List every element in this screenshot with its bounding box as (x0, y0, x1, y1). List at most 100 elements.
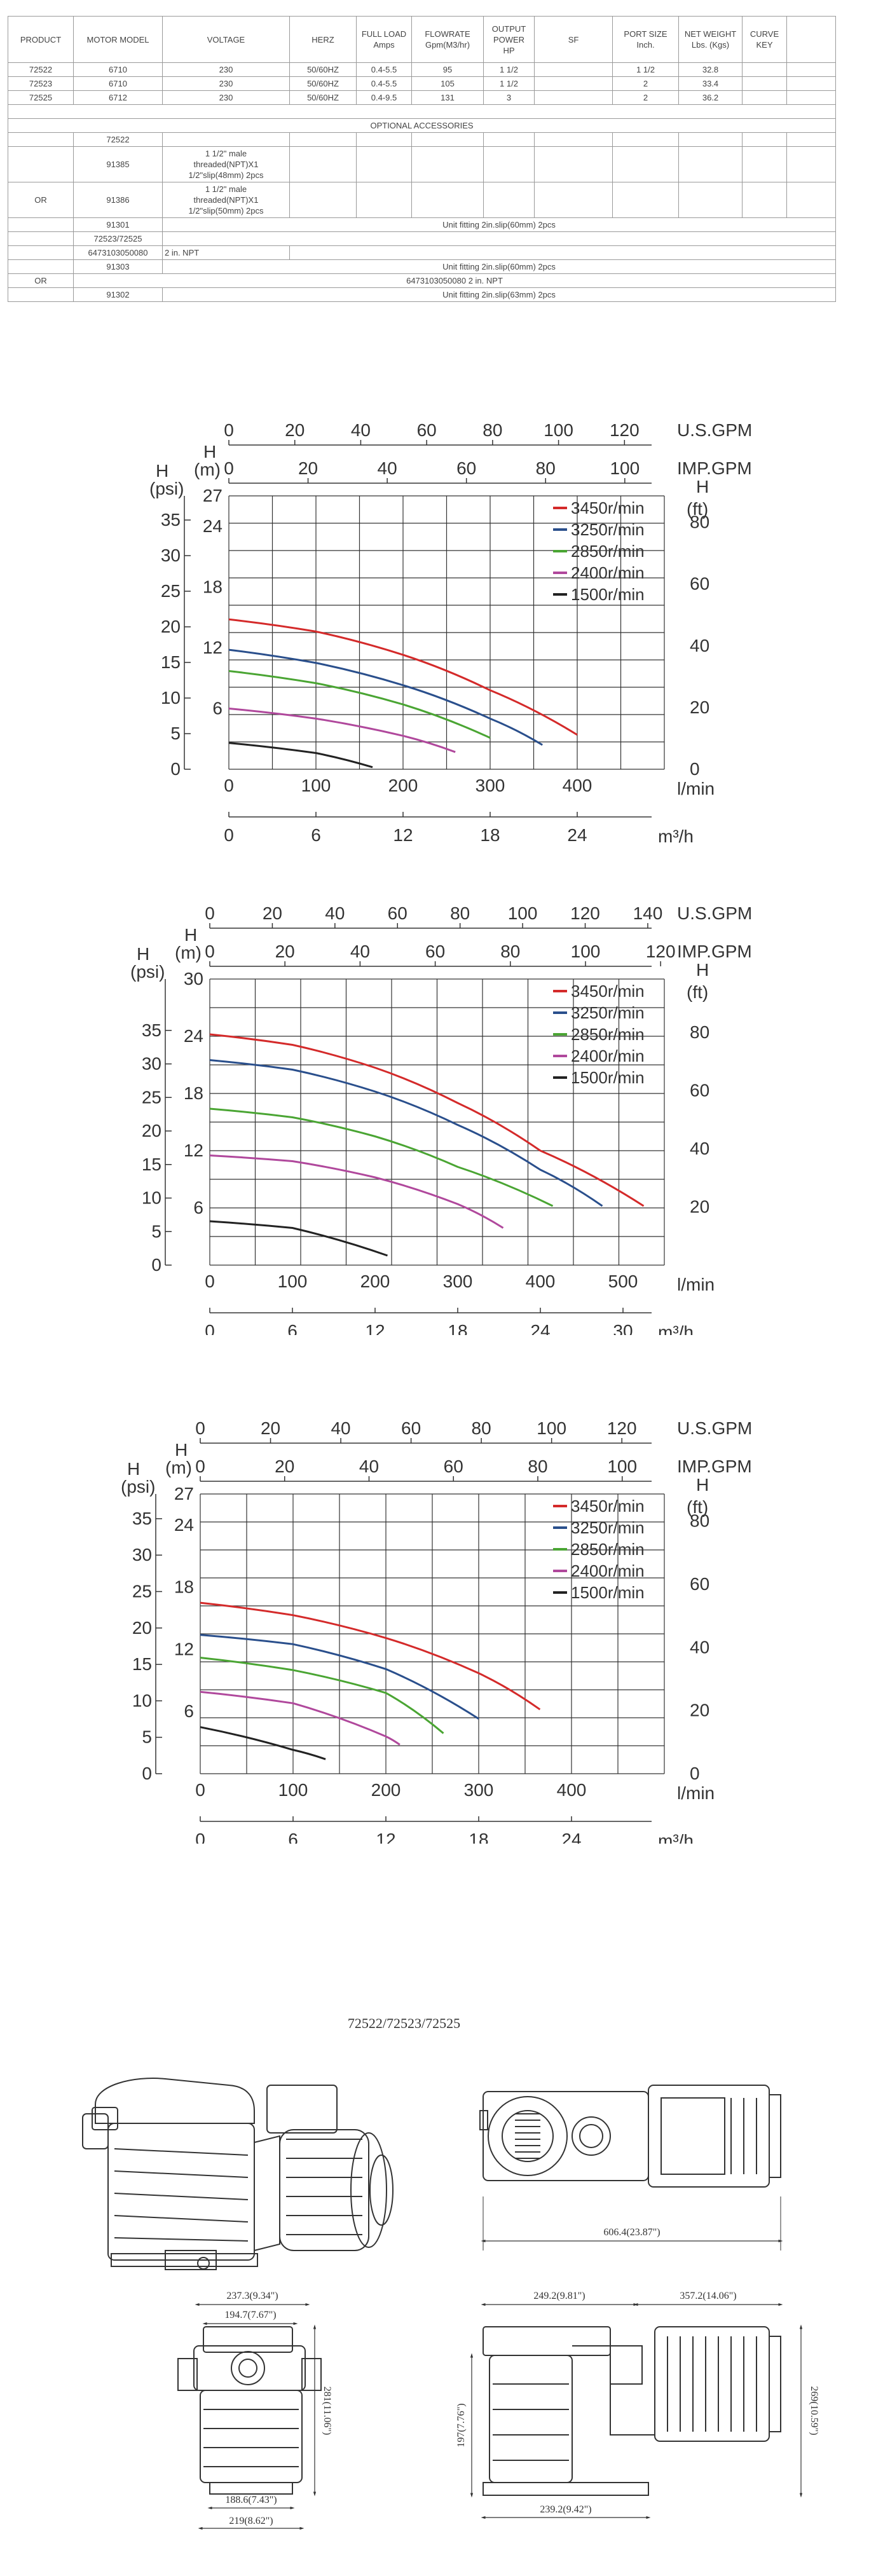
accessories-title: OPTIONAL ACCESSORIES (8, 118, 836, 133)
table-row: 6473103050080 2 in. NPT (8, 245, 836, 260)
usgpm-tick-label: 40 (325, 903, 345, 923)
model-caption: 72522/72523/72525 (347, 2015, 461, 2031)
x-tick-label: 300 (464, 1780, 494, 1800)
usgpm-axis-label: U.S.GPM (677, 903, 752, 923)
table-cell: 6710 (73, 76, 163, 91)
legend-label: 2850r/min (571, 542, 645, 561)
spec-table: PRODUCT MOTOR MODEL VOLTAGE HERZ FULL LO… (8, 16, 836, 302)
usgpm-tick-label: 60 (388, 903, 407, 923)
table-cell (786, 76, 836, 91)
header-net-weight: NET WEIGHT Lbs. (Kgs) (678, 16, 743, 63)
legend-label: 1500r/min (571, 585, 645, 604)
accessory-code: 72522 (73, 132, 163, 147)
psi-tick-label: 35 (161, 510, 181, 530)
legend-label: 1500r/min (571, 1583, 645, 1602)
pump-perspective-drawing (82, 2078, 394, 2270)
pump-front-view-drawing (177, 2326, 322, 2495)
header-herz: HERZ (289, 16, 357, 63)
pump-curve-svg: 6121824300510152025303520406080H(ft)H(ps… (130, 903, 752, 1342)
header-blank (786, 16, 836, 63)
header-voltage: VOLTAGE (162, 16, 290, 63)
psi-tick-label: 15 (132, 1654, 152, 1674)
ft-axis-label-h: H (696, 1475, 709, 1495)
x-tick-label: 0 (205, 1271, 215, 1291)
usgpm-tick-label: 0 (205, 903, 215, 923)
x-tick-label: 0 (224, 776, 234, 795)
table-cell: 50/60HZ (289, 76, 357, 91)
table-cell: 36.2 (678, 90, 743, 105)
legend-label: 2850r/min (571, 1540, 645, 1559)
m-tick-label: 24 (174, 1515, 194, 1535)
psi-tick-label: 5 (170, 723, 181, 743)
table-cell (786, 90, 836, 105)
m-tick-label: 12 (184, 1141, 203, 1160)
psi-tick-label: 35 (132, 1509, 152, 1528)
m3h-tick-label: 12 (365, 1321, 385, 1335)
psi-tick-label: 30 (142, 1054, 161, 1074)
x-tick-label: 100 (278, 1780, 308, 1800)
usgpm-tick-label: 100 (537, 1418, 566, 1438)
table-cell (742, 62, 787, 77)
psi-tick-label: 15 (142, 1154, 161, 1174)
m-tick-label: 6 (184, 1701, 194, 1721)
m3h-axis-label: m³/h (658, 1322, 694, 1335)
m-label: (m) (194, 460, 221, 479)
legend-label: 1500r/min (571, 1068, 645, 1087)
ft-tick-label: 0 (690, 759, 700, 779)
front-view-dimensions: 237.3(9.34") 194.7(7.67") 281(11.06") 18… (195, 2291, 332, 2530)
m3h-axis-label: m³/h (658, 1831, 694, 1844)
table-row: OR 6473103050080 2 in. NPT (8, 273, 836, 288)
table-row: 91302 Unit fitting 2in.slip(63mm) 2pcs (8, 287, 836, 302)
usgpm-tick-label: 100 (508, 903, 538, 923)
table-cell (742, 90, 787, 105)
x-axis-label: l/min (677, 779, 715, 798)
psi-tick-label: 30 (161, 545, 181, 565)
accessory-code: 91303 (73, 259, 163, 274)
header-port-size: PORT SIZE Inch. (612, 16, 679, 63)
table-cell (534, 76, 613, 91)
usgpm-tick-label: 120 (610, 420, 640, 440)
table-cell: 50/60HZ (289, 62, 357, 77)
impgpm-tick-label: 80 (528, 1456, 547, 1476)
impgpm-tick-label: 60 (444, 1456, 463, 1476)
accessory-desc: 1 1/2" male threaded(NPT)X1 1/2"slip(50mm)… (162, 182, 290, 218)
dim-front-base-outer: 219(8.62") (229, 2516, 273, 2526)
table-cell: 33.4 (678, 76, 743, 91)
usgpm-axis-label: U.S.GPM (677, 1418, 752, 1438)
x-tick-label: 400 (526, 1271, 556, 1291)
table-cell: 72525 (8, 90, 74, 105)
m3h-tick-label: 24 (567, 825, 587, 845)
curve-2400r-min (228, 707, 456, 753)
dim-side-height-left: 197(7.76") (456, 2403, 467, 2447)
overall-length-dimension: 606.4(23.87") (481, 2196, 783, 2251)
table-row: 72525 6712 230 50/60HZ 0.4-9.5 131 3 2 3… (8, 90, 836, 105)
x-tick-label: 200 (371, 1780, 401, 1800)
ft-tick-label: 0 (690, 1764, 700, 1783)
m3h-tick-label: 6 (287, 1321, 298, 1335)
m3h-tick-label: 18 (480, 825, 500, 845)
ft-tick-label: 60 (690, 1081, 709, 1100)
impgpm-axis-label: IMP.GPM (677, 458, 752, 478)
m-tick-label: 27 (203, 486, 222, 505)
m-tick-label: 12 (174, 1639, 194, 1659)
usgpm-tick-label: 20 (261, 1418, 280, 1438)
table-cell (786, 62, 836, 77)
m3h-tick-label: 0 (224, 825, 234, 845)
dim-side-left-width: 249.2(9.81") (533, 2291, 585, 2301)
ft-tick-label: 80 (690, 512, 709, 532)
header-sf: SF (534, 16, 613, 63)
usgpm-tick-label: 0 (224, 420, 234, 440)
m-label: (m) (175, 943, 202, 963)
legend-label: 3250r/min (571, 1518, 645, 1537)
accessory-desc: 1 1/2" male threaded(NPT)X1 1/2"slip(48mm)… (162, 146, 290, 182)
impgpm-tick-label: 100 (610, 458, 640, 478)
impgpm-tick-label: 100 (571, 942, 601, 961)
m3h-tick-label: 12 (393, 825, 413, 845)
accessory-note: Unit fitting 2in.slip(63mm) 2pcs (162, 287, 836, 302)
table-cell: 72522 (8, 62, 74, 77)
m-tick-label: 18 (203, 577, 222, 596)
m3h-tick-label: 6 (311, 825, 321, 845)
table-cell (534, 62, 613, 77)
pump-curve-svg: 61218242705101520253035020406080H(ft)H(p… (121, 1418, 752, 1851)
psi-tick-label: 20 (142, 1121, 161, 1141)
